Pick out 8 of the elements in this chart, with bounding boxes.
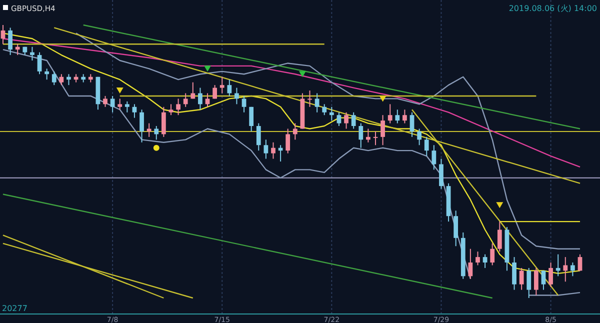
point [204, 66, 212, 72]
point [496, 202, 504, 208]
text: 20277 [2, 304, 28, 313]
point [379, 96, 386, 102]
point [116, 88, 124, 94]
point [153, 144, 160, 151]
point [298, 71, 306, 78]
text: 2019.08.06 (火) 14:00 [508, 4, 597, 13]
